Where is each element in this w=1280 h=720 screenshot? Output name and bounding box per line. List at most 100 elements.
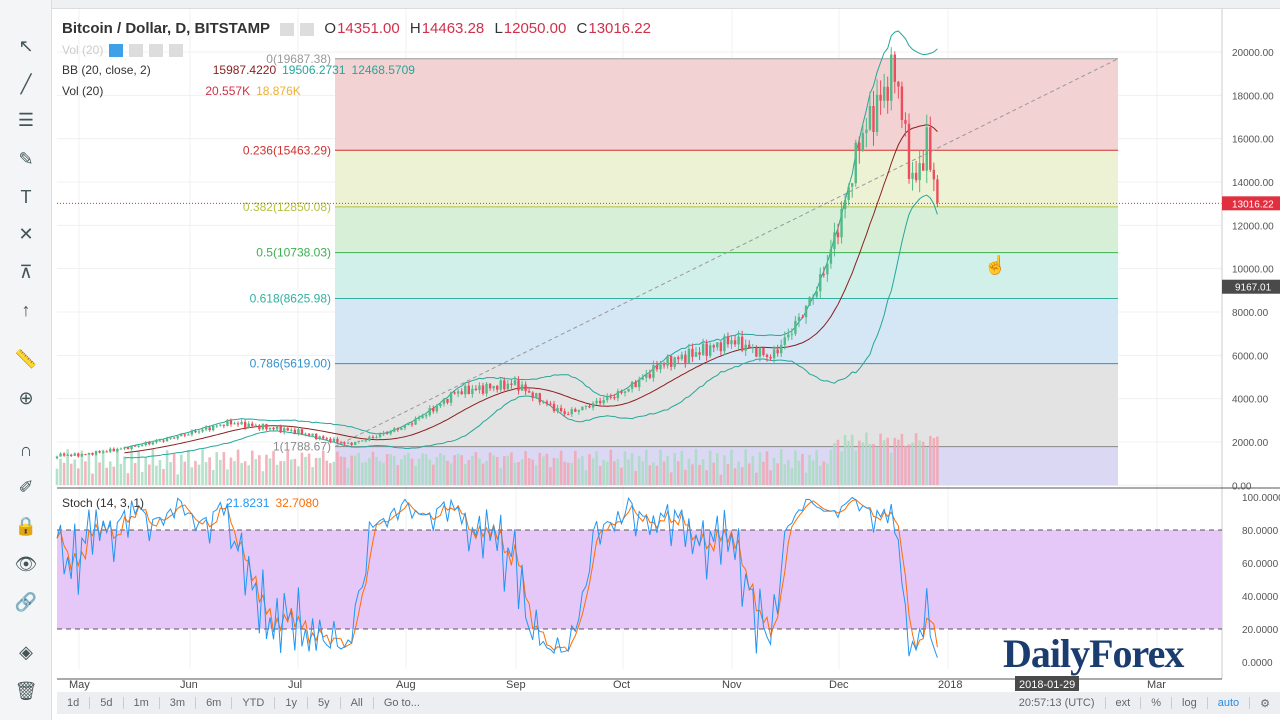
settings-button[interactable]: [300, 22, 315, 36]
candle-body: [748, 344, 751, 348]
settings-button[interactable]: [129, 44, 144, 58]
volume-bar: [286, 450, 290, 485]
volume-bar: [588, 454, 591, 485]
eye-icon[interactable]: 👁: [14, 553, 38, 574]
candle-body: [62, 453, 66, 456]
lock-icon[interactable]: 🔒: [14, 515, 38, 536]
candle-body: [151, 442, 155, 445]
volume-bar: [506, 455, 510, 485]
candle-body: [258, 425, 261, 430]
vol-label[interactable]: Vol (20): [62, 84, 104, 98]
stay-drawing-icon[interactable]: ✐: [18, 476, 34, 497]
text-icon[interactable]: T: [20, 186, 32, 207]
trend-line-icon[interactable]: ╱: [20, 73, 32, 94]
zoom-icon[interactable]: ⊕: [18, 387, 34, 408]
time-tick: Jun: [180, 679, 198, 691]
stoch-k-value: 21.8231: [226, 496, 270, 510]
candle-body: [73, 453, 76, 456]
volume-bar: [247, 465, 250, 485]
cursor-icon[interactable]: ↖: [18, 35, 34, 56]
chart-canvas[interactable]: 0(19687.38) 0.236(15463.29) 0.382(12850.08…: [52, 9, 1280, 692]
range-1y[interactable]: 1y: [275, 697, 308, 709]
range-3m[interactable]: 3m: [160, 697, 197, 709]
cursor-price-label: 9167.01: [1235, 283, 1272, 294]
volume-bar: [112, 466, 116, 485]
candle-body: [212, 425, 215, 431]
range-6m[interactable]: 6m: [196, 697, 233, 709]
candle-body: [187, 434, 190, 436]
dailyforex-watermark: DailyForex: [1003, 631, 1184, 676]
remove-button[interactable]: [169, 44, 184, 58]
volume-bar: [872, 443, 875, 485]
volume-bar: [929, 435, 932, 485]
volume-bar: [740, 467, 744, 485]
volume-bar: [858, 440, 861, 485]
trash-icon[interactable]: 🗑: [14, 680, 38, 701]
stoch-tick: 60.0000: [1242, 559, 1279, 570]
layers-icon[interactable]: ◈: [19, 641, 33, 662]
arrow-up-icon[interactable]: ↑: [21, 299, 31, 320]
volume-bar: [790, 467, 794, 485]
candle-body: [602, 400, 605, 404]
range-ytd[interactable]: YTD: [232, 697, 276, 709]
stoch-label[interactable]: Stoch (14, 3, 1): [62, 496, 145, 510]
volume-bar: [676, 461, 680, 485]
settings-gear-icon[interactable]: ⚙: [1260, 697, 1270, 710]
link-icon[interactable]: 🔗: [14, 591, 38, 612]
range-1m[interactable]: 1m: [124, 697, 160, 709]
candle-body: [126, 447, 130, 450]
volume-bar: [279, 461, 282, 485]
candle-body: [407, 423, 410, 426]
volume-bar: [307, 453, 311, 485]
candle-body: [339, 442, 343, 444]
volume-bar: [691, 464, 694, 485]
volume-bar: [559, 450, 563, 485]
magnet-icon[interactable]: ∩: [19, 439, 33, 460]
candle-body: [811, 296, 815, 298]
volume-bar: [176, 474, 179, 485]
pattern-icon[interactable]: ✕: [18, 223, 34, 244]
volume-bar: [339, 456, 343, 485]
vol-top-label[interactable]: Vol (20): [62, 43, 104, 57]
range-all[interactable]: All: [341, 697, 374, 709]
candle-body: [428, 408, 431, 416]
volume-bar: [194, 460, 197, 485]
horizontal-lines-icon[interactable]: ☰: [17, 109, 35, 130]
time-tick: Sep: [506, 679, 526, 691]
ruler-icon[interactable]: 📏: [14, 348, 38, 369]
volume-bar: [503, 456, 506, 485]
goto-button[interactable]: Go to...: [383, 697, 420, 709]
volume-bar: [474, 452, 478, 485]
open-value: 14351.00: [337, 20, 400, 37]
bb-label[interactable]: BB (20, close, 2): [62, 63, 151, 77]
candle-body: [865, 129, 868, 134]
stoch-legend: Stoch (14, 3, 1) 21.8231 32.7080: [62, 496, 325, 510]
symbol-title[interactable]: Bitcoin / Dollar, D, BITSTAMP: [62, 20, 271, 37]
volume-bar: [577, 458, 581, 485]
low-value: 12050.00: [503, 20, 567, 37]
ext-toggle[interactable]: ext: [1106, 697, 1142, 709]
candle-body: [907, 123, 911, 179]
stoch-k-line: [56, 496, 938, 658]
candle-body: [577, 410, 581, 412]
candle-body: [765, 354, 769, 357]
candle-body: [598, 400, 602, 404]
eye-button[interactable]: [109, 44, 124, 58]
range-5d[interactable]: 5d: [90, 697, 124, 709]
fib-icon[interactable]: ⊼: [19, 261, 33, 282]
eye-button[interactable]: [280, 22, 295, 36]
volume-bar: [77, 468, 80, 485]
percent-toggle[interactable]: %: [1141, 697, 1173, 709]
candle-body: [439, 403, 442, 407]
volume-bar: [574, 450, 577, 485]
range-1d[interactable]: 1d: [57, 697, 91, 709]
brush-icon[interactable]: ✎: [18, 148, 34, 169]
volume-bar: [570, 463, 574, 485]
add-button[interactable]: [149, 44, 164, 58]
candle-body: [705, 343, 708, 356]
range-5y[interactable]: 5y: [308, 697, 341, 709]
log-toggle[interactable]: log: [1172, 697, 1208, 709]
candle-body: [709, 345, 712, 356]
auto-toggle[interactable]: auto: [1208, 697, 1251, 709]
volume-bar: [510, 452, 513, 485]
